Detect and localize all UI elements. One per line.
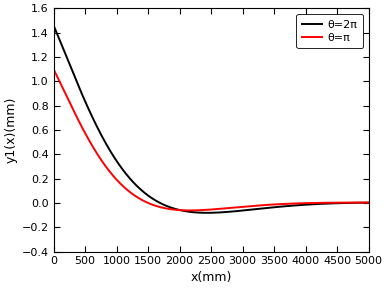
θ=π — [186, 209, 190, 212]
θ=2π — [51, 24, 56, 27]
X-axis label: x(mm): x(mm) — [190, 270, 232, 284]
θ=2π — [360, 201, 365, 204]
Legend: θ=2π, θ=π: θ=2π, θ=π — [296, 14, 363, 48]
θ=π — [51, 67, 56, 71]
θ=π — [360, 201, 365, 204]
θ=π — [326, 201, 331, 204]
Line: θ=π: θ=π — [53, 69, 368, 211]
θ=π — [172, 208, 177, 211]
θ=π — [188, 209, 192, 212]
θ=π — [366, 201, 371, 204]
θ=π — [106, 168, 111, 171]
θ=2π — [326, 202, 331, 205]
θ=2π — [366, 201, 371, 204]
θ=2π — [87, 109, 92, 113]
θ=2π — [205, 211, 209, 215]
θ=2π — [172, 207, 177, 210]
θ=2π — [186, 210, 190, 213]
θ=π — [87, 139, 92, 143]
θ=2π — [106, 146, 111, 149]
Line: θ=2π: θ=2π — [53, 25, 368, 213]
Y-axis label: y1(x)(mm): y1(x)(mm) — [4, 97, 17, 163]
